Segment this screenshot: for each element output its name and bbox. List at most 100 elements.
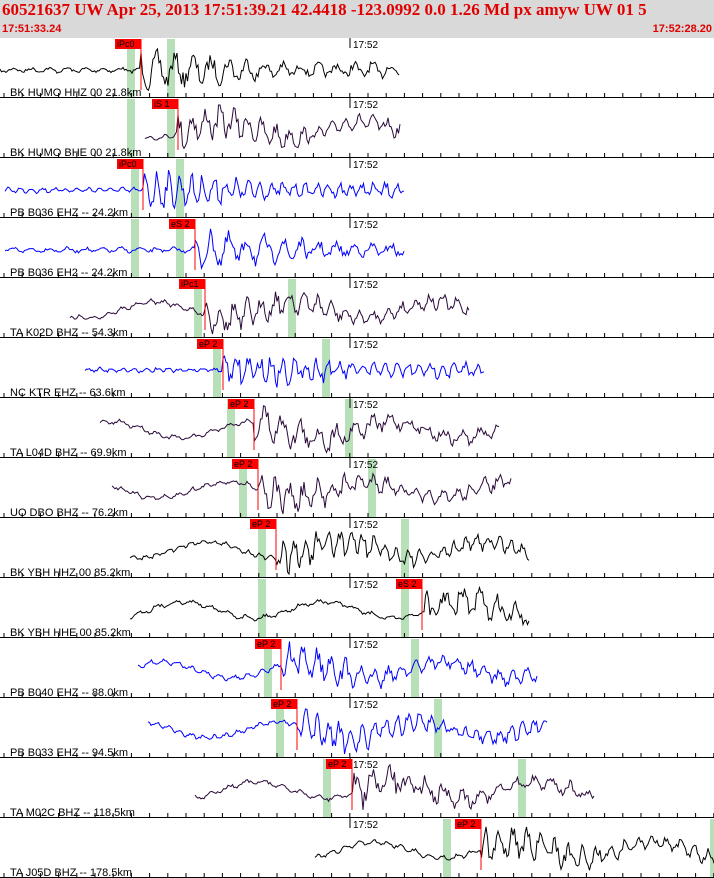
- pick-flag[interactable]: [255, 639, 281, 649]
- pick-label: eP 2: [234, 459, 252, 469]
- pick-flag[interactable]: [232, 459, 258, 469]
- pick-label: eP 2: [257, 639, 275, 649]
- time-marker-label: 17:52: [353, 640, 378, 651]
- pick-flag[interactable]: [179, 279, 205, 289]
- pick-flag[interactable]: [152, 99, 178, 109]
- trace-row[interactable]: 17:52 eP 2 PB B033 EHZ -- 94.5km: [0, 698, 714, 759]
- trace-row[interactable]: 17:52 eP 2 UO DBO BHZ -- 76.2km: [0, 458, 714, 519]
- trace-row[interactable]: 17:52 eP 2 BK YBH HHZ 00 85.2km: [0, 518, 714, 579]
- pick-flag[interactable]: [117, 159, 143, 169]
- waveform: [144, 104, 401, 150]
- station-label: PB B036 EHZ -- 24.2km: [10, 207, 128, 219]
- trace-row[interactable]: 17:52 iPc0 PB B036 EHZ -- 24.2km: [0, 158, 714, 219]
- pick-band: [258, 519, 266, 577]
- pick-band: [227, 399, 235, 457]
- pick-label: eP 2: [252, 519, 270, 529]
- pick-label: iPc1: [181, 279, 199, 289]
- trace-row[interactable]: 17:52 iS 1 BK HUMO BHE 00 21.8km: [0, 98, 714, 159]
- trace-row[interactable]: 17:52 eP 2 PB B040 EHZ -- 88.0km: [0, 638, 714, 699]
- station-label: BK YBH HHZ 00 85.2km: [10, 567, 130, 579]
- station-label: BK HUMO BHE 00 21.8km: [10, 147, 141, 159]
- trace-row[interactable]: 17:52 eS 2 BK YBH HHE 00 85.2km: [0, 578, 714, 639]
- waveform: [129, 585, 530, 627]
- time-marker-label: 17:52: [353, 340, 378, 351]
- seismogram-panel[interactable]: 17:52 iPc0 BK HUMO HHZ 00 21.8km 17:52 iS 1 B…: [0, 38, 714, 878]
- pick-band: [127, 99, 135, 157]
- waveform: [99, 405, 500, 454]
- pick-flag[interactable]: [115, 39, 141, 49]
- pick-band: [194, 279, 202, 337]
- pick-band: [276, 699, 284, 757]
- pick-flag[interactable]: [250, 519, 276, 529]
- time-marker-label: 17:52: [353, 760, 378, 771]
- pick-flag[interactable]: [326, 759, 352, 769]
- waveform: [111, 471, 512, 515]
- waveform: [84, 354, 485, 388]
- waveform: [4, 170, 405, 210]
- pick-band: [411, 639, 419, 697]
- time-marker-label: 17:52: [353, 820, 378, 831]
- pick-band: [264, 639, 272, 697]
- pick-flag[interactable]: [455, 819, 481, 829]
- pick-label: eS 2: [171, 219, 190, 229]
- pick-flag[interactable]: [197, 339, 223, 349]
- pick-label: iPc0: [119, 159, 137, 169]
- trace-row[interactable]: 17:52 iPc1 TA K02D BHZ -- 54.3km: [0, 278, 714, 339]
- pick-band: [127, 39, 135, 97]
- waveform: [0, 47, 400, 92]
- time-marker-label: 17:52: [353, 520, 378, 531]
- pick-band: [443, 819, 451, 877]
- station-label: PB B040 EHZ -- 88.0km: [10, 687, 128, 699]
- time-marker-label: 17:52: [353, 280, 378, 291]
- pick-label: eP 2: [457, 819, 475, 829]
- station-label: TA J05D BHZ -- 178.5km: [10, 867, 132, 878]
- pick-band: [368, 459, 376, 517]
- station-label: NC KTR EHZ -- 63.6km: [10, 387, 126, 399]
- pick-flag[interactable]: [396, 579, 422, 589]
- event-title: 60521637 UW Apr 25, 2013 17:51:39.21 42.…: [2, 0, 647, 19]
- pick-band: [288, 279, 296, 337]
- station-label: PB B033 EHZ -- 94.5km: [10, 747, 128, 759]
- time-marker-label: 17:52: [353, 220, 378, 231]
- time-marker-label: 17:52: [353, 700, 378, 711]
- pick-band: [131, 219, 139, 277]
- time-marker-label: 17:52: [353, 40, 378, 51]
- station-label: UO DBO BHZ -- 76.2km: [10, 507, 128, 519]
- pick-band: [401, 519, 409, 577]
- pick-band: [345, 399, 353, 457]
- waveform: [194, 763, 595, 811]
- station-label: TA K02D BHZ -- 54.3km: [10, 327, 128, 339]
- pick-flag[interactable]: [228, 399, 254, 409]
- pick-label: eP 2: [230, 399, 248, 409]
- time-marker-label: 17:52: [353, 460, 378, 471]
- trace-row[interactable]: 17:52 eP 2 TA J05D BHZ -- 178.5km: [0, 818, 714, 878]
- pick-label: iPc0: [117, 39, 135, 49]
- pick-label: eP 2: [328, 759, 346, 769]
- station-label: BK YBH HHE 00 85.2km: [10, 627, 131, 639]
- pick-band: [167, 99, 175, 157]
- pick-band: [176, 159, 184, 217]
- trace-row[interactable]: 17:52 iPc0 BK HUMO HHZ 00 21.8km: [0, 38, 714, 99]
- pick-band: [323, 759, 331, 817]
- pick-label: eP 2: [273, 699, 291, 709]
- window-start-time: 17:51:33.24: [2, 23, 62, 35]
- pick-flag[interactable]: [271, 699, 297, 709]
- pick-band: [167, 39, 175, 97]
- pick-band: [176, 219, 184, 277]
- trace-row[interactable]: 17:52 eP 2 TA M02C BHZ -- 118.5km: [0, 758, 714, 819]
- trace-row[interactable]: 17:52 eS 2 PB B036 EH2 -- 24.2km: [0, 218, 714, 279]
- station-label: TA L04D BHZ -- 69.9km: [10, 447, 127, 459]
- pick-band: [518, 759, 526, 817]
- header-bar: 60521637 UW Apr 25, 2013 17:51:39.21 42.…: [0, 0, 714, 38]
- pick-label: eS 2: [398, 579, 417, 589]
- station-label: BK HUMO HHZ 00 21.8km: [10, 87, 141, 99]
- time-marker-label: 17:52: [353, 400, 378, 411]
- pick-flag[interactable]: [169, 219, 195, 229]
- window-end-time: 17:52:28.20: [652, 23, 712, 35]
- trace-row[interactable]: 17:52 eP 2 NC KTR EHZ -- 63.6km: [0, 338, 714, 399]
- pick-label: iS 1: [154, 99, 170, 109]
- time-marker-label: 17:52: [353, 160, 378, 171]
- trace-row[interactable]: 17:52 eP 2 TA L04D BHZ -- 69.9km: [0, 398, 714, 459]
- waveform: [4, 228, 405, 271]
- time-marker-label: 17:52: [353, 100, 378, 111]
